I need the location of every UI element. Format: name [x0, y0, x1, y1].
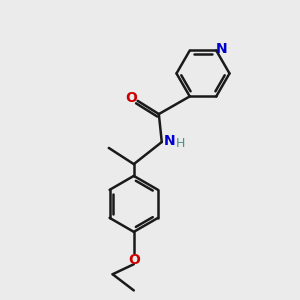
Text: O: O [128, 253, 140, 266]
Text: H: H [176, 137, 186, 150]
Text: N: N [216, 42, 227, 56]
Text: O: O [125, 92, 137, 106]
Text: N: N [164, 134, 176, 148]
